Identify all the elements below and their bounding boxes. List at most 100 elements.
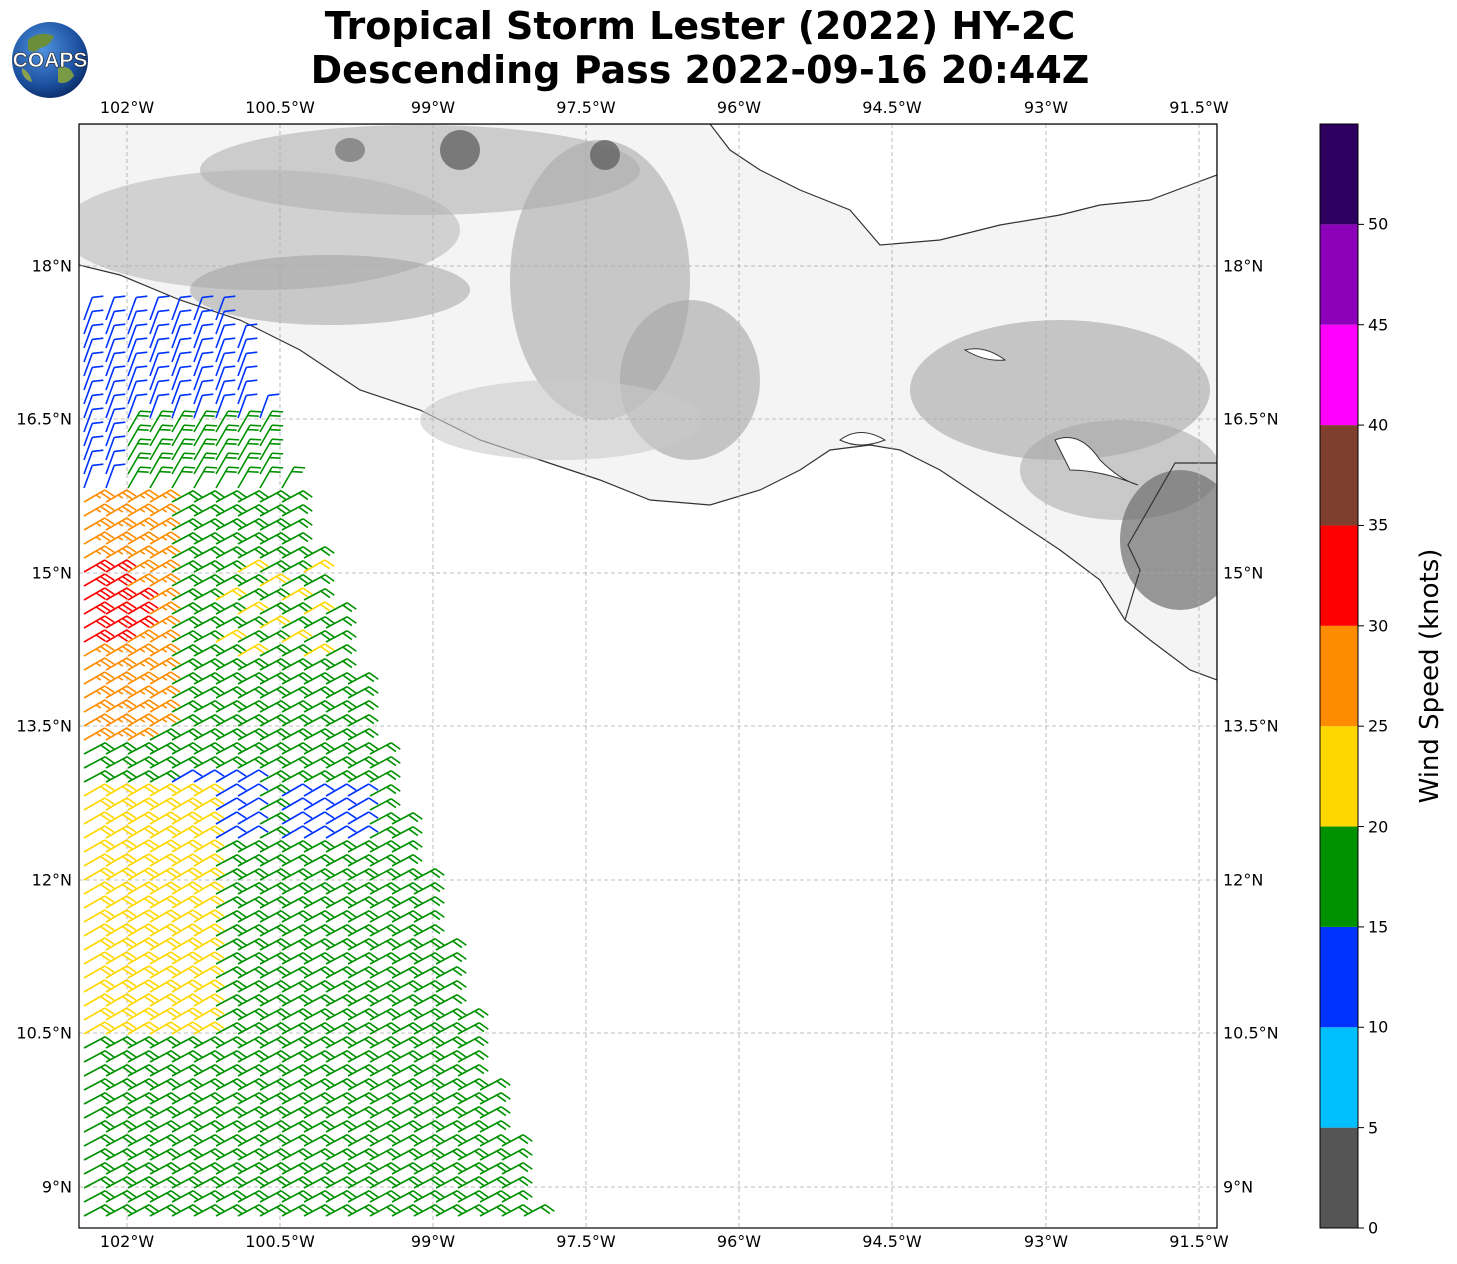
wind-barb — [435, 1078, 467, 1091]
wind-barb — [171, 1204, 203, 1217]
wind-barb — [237, 769, 269, 783]
wind-barb — [127, 756, 159, 769]
wind-barb — [83, 1120, 115, 1133]
wind-barb — [127, 713, 159, 727]
wind-barb — [303, 1078, 335, 1091]
wind-barb — [237, 728, 269, 741]
wind-barb — [149, 783, 181, 797]
wind-barb — [369, 938, 401, 951]
wind-barb — [193, 881, 225, 895]
colorbar-tick-label: 30 — [1368, 616, 1389, 636]
wind-barb — [347, 924, 379, 937]
wind-barb — [237, 630, 269, 643]
colorbar-tick-label: 25 — [1368, 716, 1389, 736]
wind-barb — [215, 1120, 247, 1133]
wind-barb — [127, 379, 148, 405]
wind-barb — [281, 783, 313, 797]
wind-barb — [325, 1204, 357, 1217]
wind-barb — [237, 742, 269, 755]
wind-barb — [457, 1148, 489, 1161]
wind-barb — [193, 1204, 225, 1217]
wind-barb — [215, 309, 236, 335]
wind-barb — [171, 323, 192, 349]
wind-barb — [105, 923, 137, 937]
wind-barb — [369, 1162, 401, 1175]
wind-barb — [149, 531, 181, 545]
wind-barb — [391, 826, 423, 839]
wind-barb — [171, 839, 203, 853]
wind-barb — [325, 756, 357, 769]
wind-barb — [237, 532, 269, 545]
wind-barb — [105, 1092, 137, 1105]
wind-barb — [171, 1064, 203, 1077]
wind-barb — [325, 994, 357, 1007]
wind-barb — [237, 910, 269, 923]
wind-barb — [105, 657, 137, 671]
colorbar-tick-label: 10 — [1368, 1017, 1389, 1037]
wind-barb — [149, 979, 181, 993]
wind-barb — [325, 854, 357, 867]
wind-barb — [259, 1120, 291, 1133]
wind-barb — [105, 825, 137, 839]
colorbar-tick-label: 45 — [1368, 315, 1389, 335]
longitude-tick-label: 96°W — [716, 98, 762, 117]
wind-barb — [105, 979, 137, 993]
wind-barb — [259, 742, 291, 755]
wind-barb — [193, 438, 218, 461]
wind-barb — [149, 839, 181, 853]
wind-barb — [149, 438, 174, 461]
wind-barb — [127, 853, 159, 867]
wind-barb — [105, 503, 137, 517]
wind-barb — [391, 1106, 423, 1119]
wind-barb — [83, 671, 115, 685]
longitude-tick-label: 99°W — [410, 1232, 456, 1251]
wind-barb — [303, 1134, 335, 1147]
colorbar-bin — [1320, 1127, 1358, 1228]
wind-barb — [281, 854, 313, 867]
wind-barb — [193, 588, 225, 601]
wind-barb — [215, 783, 247, 797]
wind-barb — [193, 616, 225, 629]
wind-barb — [83, 1021, 115, 1035]
wind-barb — [215, 1092, 247, 1105]
wind-barb — [149, 867, 181, 881]
wind-barb — [237, 686, 269, 699]
wind-barb — [171, 728, 203, 741]
wind-barb — [83, 825, 115, 839]
wind-barb — [127, 517, 159, 531]
wind-barb — [281, 1162, 313, 1175]
wind-barb — [193, 867, 225, 881]
wind-barb — [325, 742, 357, 755]
wind-barb — [83, 685, 115, 699]
wind-barb — [391, 938, 423, 951]
wind-barb — [171, 351, 192, 377]
wind-barb — [127, 295, 148, 321]
wind-barb — [149, 671, 181, 685]
wind-barb — [83, 351, 104, 377]
wind-barb — [171, 1092, 203, 1105]
wind-barb — [281, 882, 313, 895]
wind-barb — [193, 839, 225, 853]
wind-barb — [303, 1204, 335, 1217]
wind-barb — [83, 853, 115, 867]
wind-barb — [303, 1106, 335, 1119]
wind-barb — [413, 938, 445, 951]
wind-barb — [369, 924, 401, 937]
longitude-tick-label: 97.5°W — [556, 98, 616, 117]
wind-barb — [435, 1050, 467, 1063]
wind-barb — [149, 643, 181, 657]
wind-barb — [501, 1134, 533, 1147]
wind-barb — [347, 811, 379, 825]
wind-barb — [325, 980, 357, 993]
wind-barb — [391, 1176, 423, 1189]
wind-barb — [149, 1092, 181, 1105]
wind-barb — [83, 797, 115, 811]
wind-barb — [215, 1148, 247, 1161]
wind-barb — [391, 1134, 423, 1147]
wind-barb — [237, 410, 262, 433]
wind-barb — [391, 1120, 423, 1133]
wind-barb — [83, 770, 115, 783]
wind-barb — [325, 924, 357, 937]
wind-barb — [193, 1106, 225, 1119]
wind-barb — [259, 756, 291, 769]
